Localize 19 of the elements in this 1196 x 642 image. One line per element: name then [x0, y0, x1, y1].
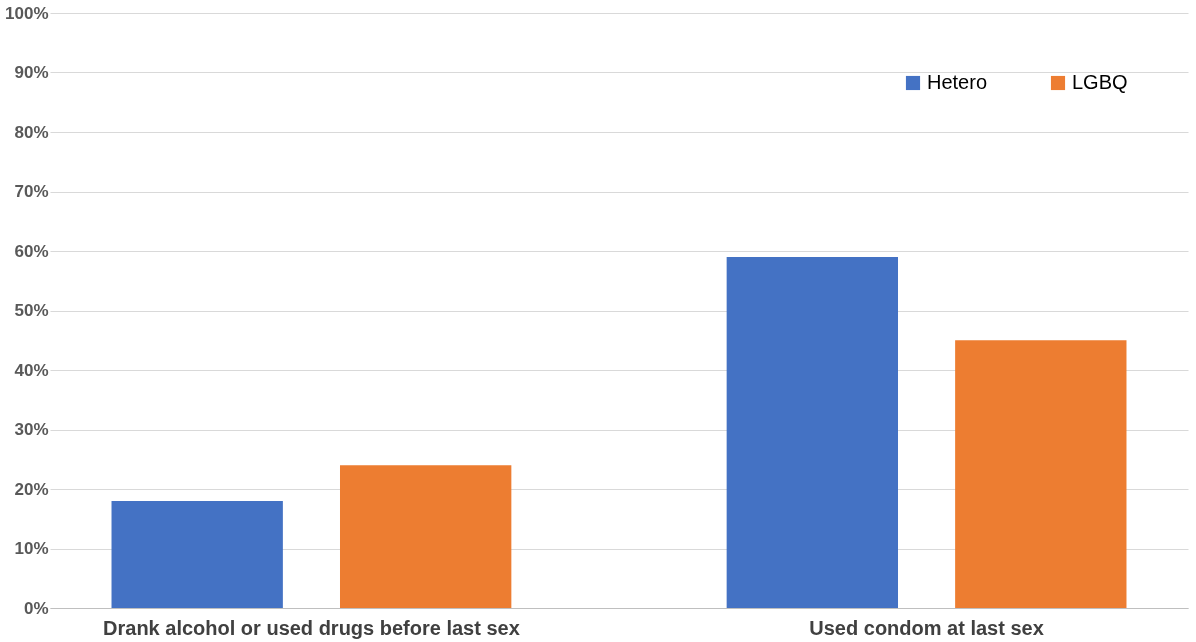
y-tick-label: 60%: [14, 241, 49, 261]
y-tick-label: 10%: [14, 539, 49, 558]
y-tick-label: 0%: [23, 598, 49, 618]
y-tick-label: 100%: [5, 3, 49, 23]
bar: [955, 340, 1127, 608]
y-tick-label: 50%: [14, 301, 49, 320]
bar: [339, 465, 512, 608]
legend-label: LGBQ: [1072, 71, 1128, 93]
legend-label: Hetero: [927, 71, 988, 93]
y-tick-label: 30%: [14, 420, 49, 439]
y-tick-label: 70%: [14, 182, 49, 201]
y-tick-label: 90%: [14, 63, 49, 82]
bar: [726, 256, 899, 608]
x-tick-label: Drank alcohol or used drugs before last sex: [103, 616, 520, 639]
x-tick-label: Used condom at last sex: [809, 616, 1044, 639]
y-tick-label: 20%: [14, 479, 49, 499]
y-tick-label: 40%: [14, 360, 49, 380]
y-tick-label: 80%: [14, 122, 49, 142]
bar: [111, 500, 283, 608]
